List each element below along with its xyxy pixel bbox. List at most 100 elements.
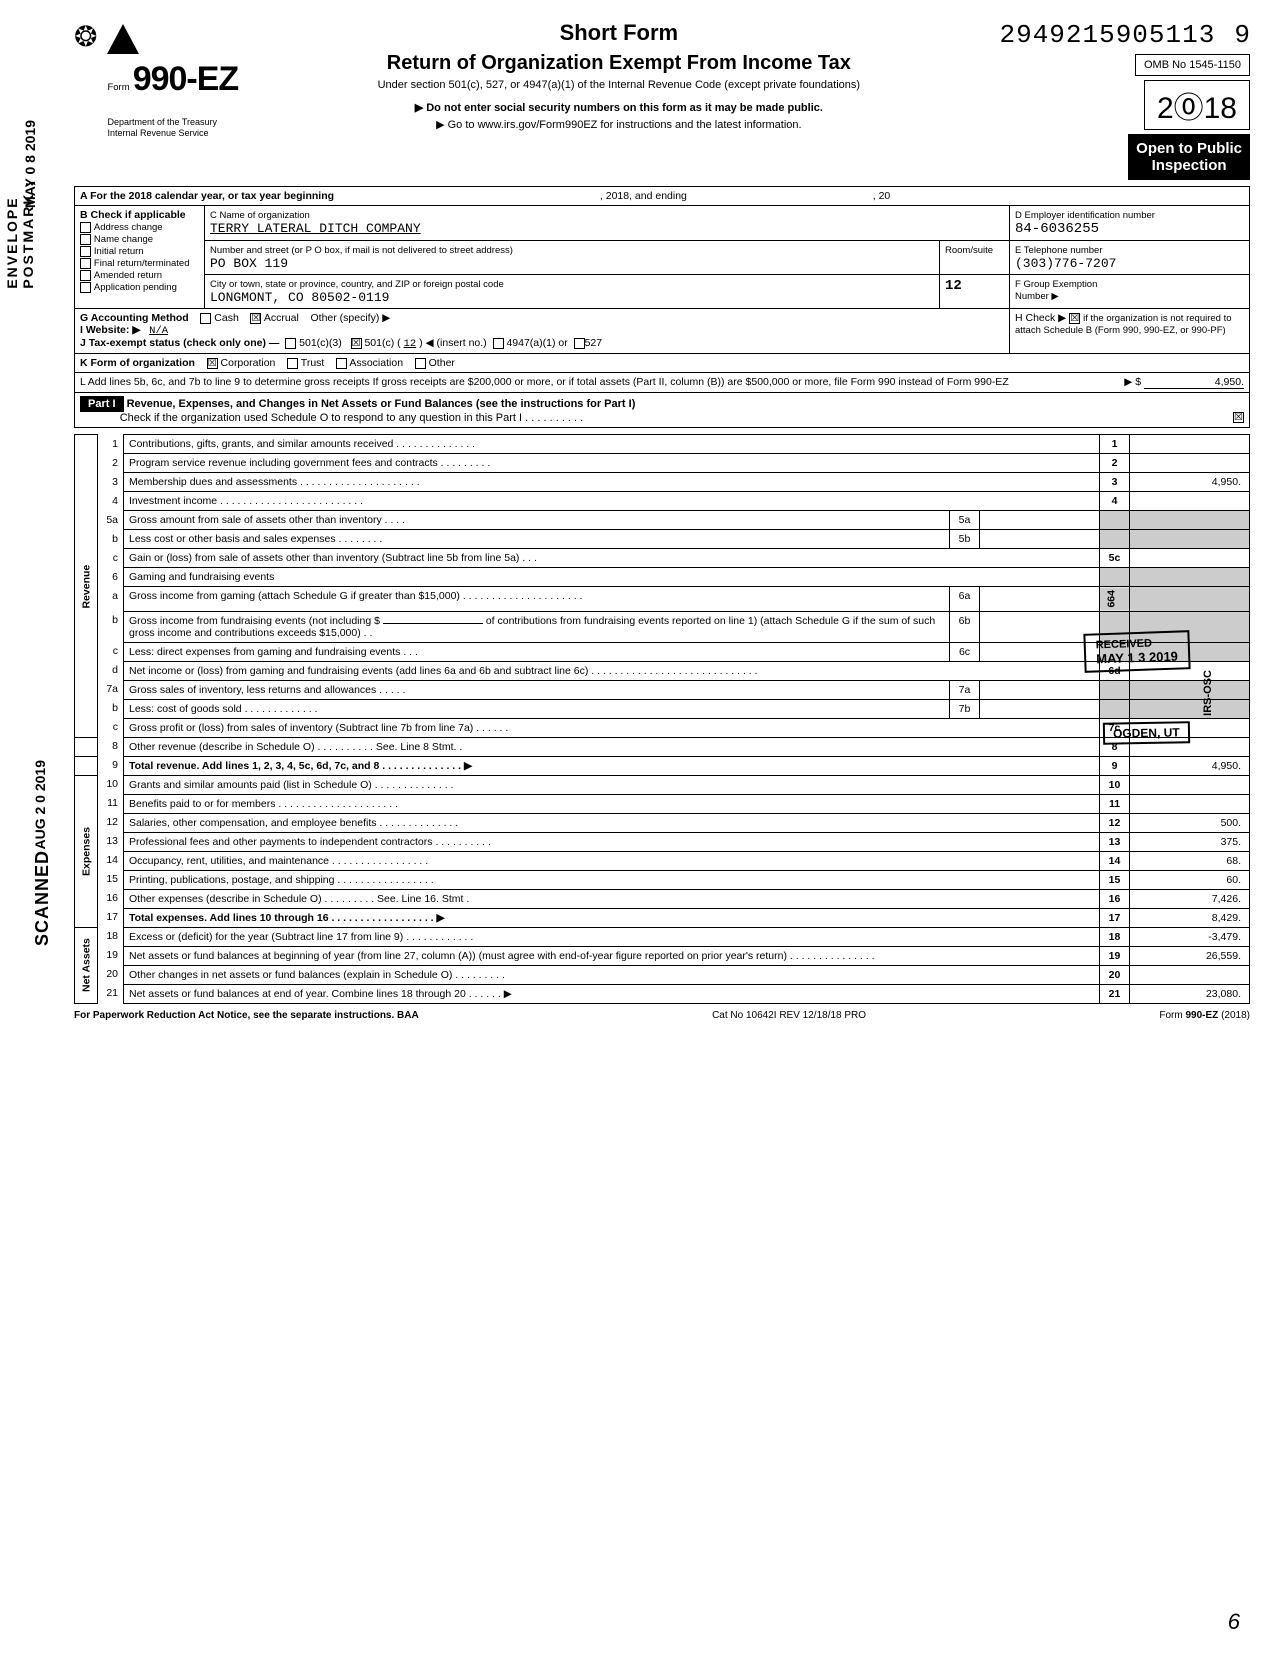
checkbox-501c3[interactable] [285,338,296,349]
open-public-badge: Open to PublicInspection [1128,134,1250,180]
ln4-rn: 4 [1100,492,1130,511]
vertical-date-may: MAY 0 8 2019 [22,120,38,208]
ln3-t: Membership dues and assessments . . . . … [124,473,1100,492]
checkbox-address-change[interactable] [80,222,91,233]
ln5c-n: c [98,549,124,568]
ln7b-n: b [98,699,124,718]
section-l-text: L Add lines 5b, 6c, and 7b to line 9 to … [80,376,1009,388]
checkbox-application-pending[interactable] [80,282,91,293]
ln15-v: 60. [1130,870,1250,889]
irs-swirl-icon: ❂ [74,20,97,53]
ln19-v: 26,559. [1130,946,1250,965]
ln12-rn: 12 [1100,813,1130,832]
ln17-rn: 17 [1100,908,1130,927]
b-opt-5: Application pending [94,282,177,293]
ln9-rn: 9 [1100,756,1130,775]
org-name: TERRY LATERAL DITCH COMPANY [210,221,421,236]
checkbox-accrual[interactable]: ☒ [250,313,261,324]
ln4-v [1130,492,1250,511]
form-header: ❂ Form 990-EZ Department of the Treasury… [74,20,1250,180]
ln11-t: Benefits paid to or for members . . . . … [124,794,1100,813]
ln11-rn: 11 [1100,794,1130,813]
ln7c-t: Gross profit or (loss) from sales of inv… [124,718,1100,737]
l-arrow: ▶ $ [1124,376,1141,388]
ln14-n: 14 [98,851,124,870]
footer-left: For Paperwork Reduction Act Notice, see … [74,1010,419,1021]
ln5b-n: b [98,530,124,549]
title-main: Return of Organization Exempt From Incom… [258,52,979,75]
section-i-label: I Website: ▶ [80,324,140,336]
ln17-n: 17 [98,908,124,927]
ln7a-v [1130,680,1250,699]
ln7a-rn [1100,680,1130,699]
ln16-rn: 16 [1100,889,1130,908]
ln7b-mn: 7b [950,699,980,718]
section-b-label: B Check if applicable [80,209,186,221]
j-527: 527 [585,337,603,349]
ln11-v [1130,794,1250,813]
ln7c-n: c [98,718,124,737]
ln10-n: 10 [98,775,124,794]
ln5b-mv [980,530,1100,549]
checkbox-part1-scho[interactable]: ☒ [1233,412,1244,423]
netassets-side-label: Net Assets [75,927,98,1003]
checkbox-501c[interactable]: ☒ [351,338,362,349]
checkbox-corp[interactable]: ☒ [207,358,218,369]
ln12-n: 12 [98,813,124,832]
line-a-end: , 20 [873,190,891,202]
website-value: N/A [149,325,168,337]
ln15-rn: 15 [1100,870,1130,889]
ln5c-rn: 5c [1100,549,1130,568]
handwritten-12: 12 [945,278,962,294]
ln12-t: Salaries, other compensation, and employ… [124,813,1100,832]
checkbox-527[interactable] [574,338,585,349]
ln6a-t: Gross income from gaming (attach Schedul… [124,587,950,612]
b-opt-2: Initial return [94,246,144,257]
note-goto: ▶ Go to www.irs.gov/Form990EZ for instru… [258,118,979,131]
ln8-t: Other revenue (describe in Schedule O) .… [124,737,1100,756]
room-label: Room/suite [945,245,993,256]
ln6c-n: c [98,642,124,661]
ln5b-t: Less cost or other basis and sales expen… [124,530,950,549]
ln6d-t: Net income or (loss) from gaming and fun… [124,661,1100,680]
ln10-t: Grants and similar amounts paid (list in… [124,775,1100,794]
b-opt-4: Amended return [94,270,162,281]
ln9-n: 9 [98,756,124,775]
checkbox-k-other[interactable] [415,358,426,369]
b-opt-0: Address change [94,222,163,233]
ln5a-mv [980,511,1100,530]
ln5a-v [1130,511,1250,530]
ln6a-v [1130,587,1250,612]
ln17-v: 8,429. [1130,908,1250,927]
j-501c3: 501(c)(3) [299,337,342,349]
note-ssn: ▶ Do not enter social security numbers o… [258,101,979,114]
ln2-t: Program service revenue including govern… [124,454,1100,473]
g-cash: Cash [214,312,239,324]
checkbox-assoc[interactable] [336,358,347,369]
section-j-label: J Tax-exempt status (check only one) — [80,337,279,349]
checkbox-trust[interactable] [287,358,298,369]
ln7b-v [1130,699,1250,718]
checkbox-final-return[interactable] [80,258,91,269]
stamp-number: 2949215905113 [999,20,1215,50]
ln1-n: 1 [98,435,124,454]
page-footer: For Paperwork Reduction Act Notice, see … [74,1010,1250,1021]
ln18-rn: 18 [1100,927,1130,946]
ln5b-mn: 5b [950,530,980,549]
checkbox-name-change[interactable] [80,234,91,245]
j-insert-no: 12 [404,338,417,350]
ln1-v [1130,435,1250,454]
ln1-t: Contributions, gifts, grants, and simila… [124,435,1100,454]
checkbox-4947[interactable] [493,338,504,349]
checkbox-amended[interactable] [80,270,91,281]
checkbox-cash[interactable] [200,313,211,324]
ln21-rn: 21 [1100,984,1130,1003]
ln18-n: 18 [98,927,124,946]
checkbox-h[interactable]: ☒ [1069,313,1080,324]
section-e-label: E Telephone number [1015,245,1103,256]
section-k-label: K Form of organization [80,357,195,369]
ln16-n: 16 [98,889,124,908]
checkbox-initial-return[interactable] [80,246,91,257]
ln14-rn: 14 [1100,851,1130,870]
ln15-t: Printing, publications, postage, and shi… [124,870,1100,889]
